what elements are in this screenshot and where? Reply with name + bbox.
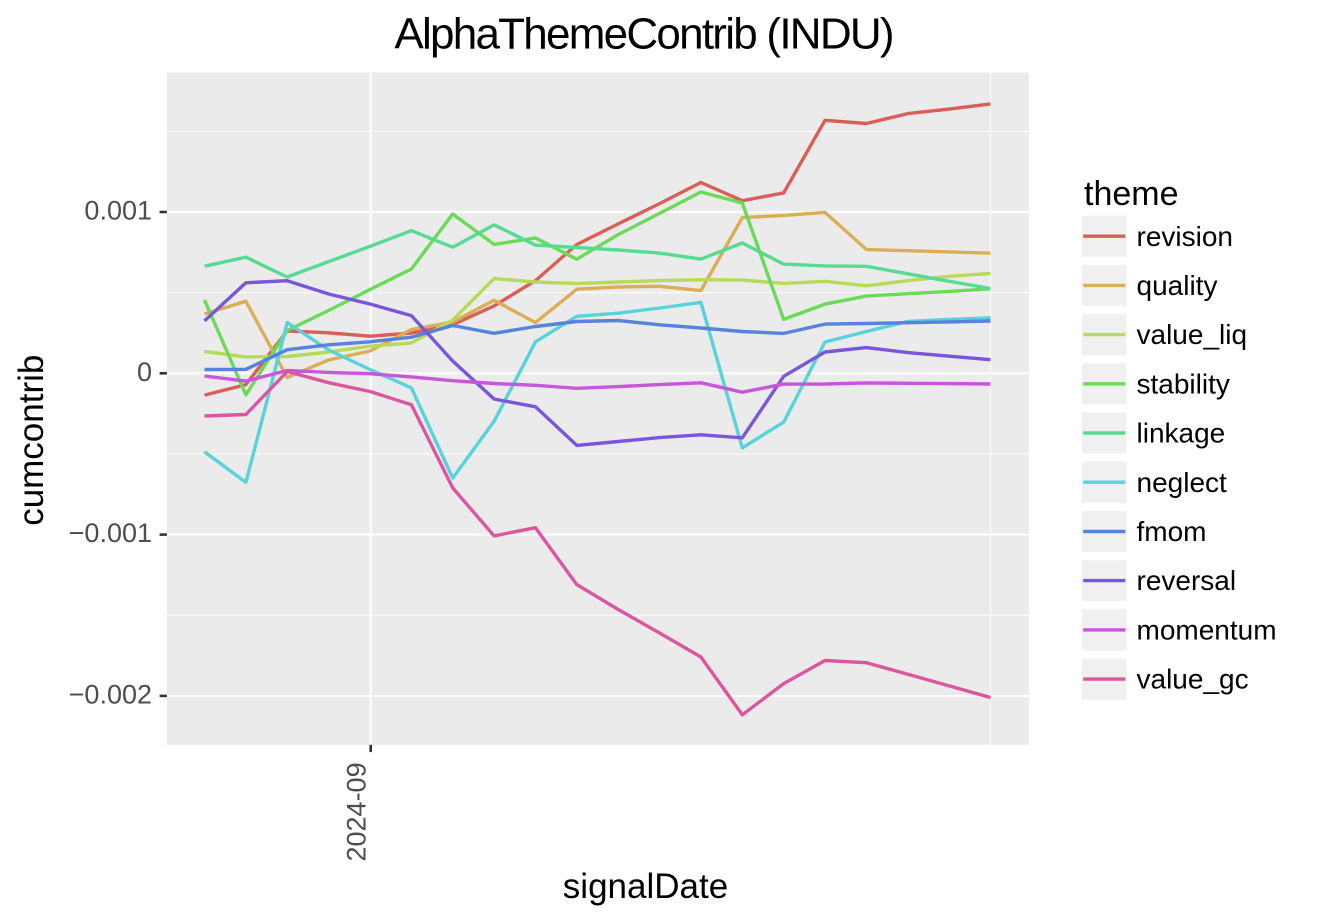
svg-text:value_liq: value_liq (1137, 319, 1248, 350)
svg-text:fmom: fmom (1137, 516, 1207, 547)
svg-text:signalDate: signalDate (563, 867, 728, 906)
svg-text:reversal: reversal (1137, 565, 1237, 596)
svg-text:theme: theme (1084, 175, 1179, 213)
svg-text:momentum: momentum (1137, 615, 1277, 646)
svg-text:0: 0 (137, 357, 152, 387)
svg-text:cumcontrib: cumcontrib (12, 355, 51, 526)
svg-text:linkage: linkage (1137, 418, 1226, 449)
svg-text:2024-09: 2024-09 (342, 762, 372, 861)
svg-text:revision: revision (1137, 221, 1233, 252)
svg-text:stability: stability (1137, 368, 1230, 399)
svg-text:0.001: 0.001 (84, 196, 152, 226)
svg-text:neglect: neglect (1137, 467, 1228, 498)
svg-text:value_gc: value_gc (1137, 664, 1249, 695)
svg-text:AlphaThemeContrib (INDU): AlphaThemeContrib (INDU) (394, 10, 892, 59)
svg-text:−0.001: −0.001 (69, 518, 152, 548)
svg-text:quality: quality (1137, 270, 1218, 301)
svg-text:−0.002: −0.002 (69, 679, 152, 709)
